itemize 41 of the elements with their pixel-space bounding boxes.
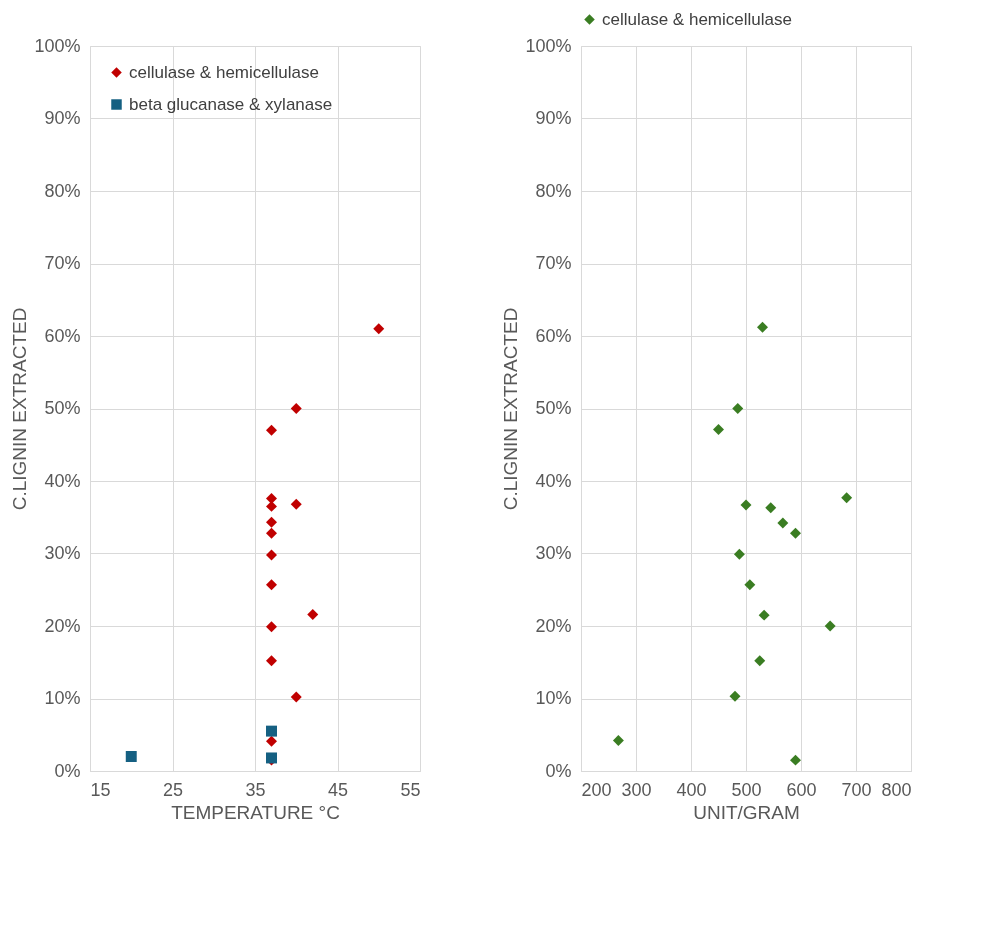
- y-tick-label: 30%: [535, 543, 572, 563]
- y-tick-label: 20%: [44, 615, 81, 636]
- x-tick-label: 400: [676, 779, 707, 800]
- x-tick-label: 200: [581, 779, 612, 800]
- y-tick-label: 0%: [545, 760, 572, 781]
- y-tick-label: 50%: [44, 398, 81, 418]
- x-tick-label: 45: [327, 779, 349, 800]
- y-tick-label: 60%: [44, 325, 81, 346]
- y-tick-label: 90%: [44, 108, 81, 128]
- y-tick-label: 100%: [525, 35, 572, 56]
- y-tick-label: 10%: [535, 688, 572, 708]
- y-tick-label: 10%: [44, 688, 81, 708]
- x-tick-label: 25: [162, 779, 184, 800]
- y-tick-label: 40%: [44, 470, 81, 491]
- y-tick-label: 90%: [535, 108, 572, 128]
- y-tick-label: 0%: [54, 760, 81, 781]
- x-tick-label: 800: [881, 779, 912, 800]
- x-axis-title: UNIT/GRAM: [693, 801, 800, 823]
- legend-label: beta glucanase & xylanase: [129, 94, 333, 114]
- y-axis-title: C.LIGNIN EXTRACTED: [500, 307, 522, 511]
- y-tick-label: 100%: [34, 35, 81, 56]
- legend-label: cellulase & hemicellulase: [129, 62, 319, 82]
- x-tick-label: 15: [90, 779, 111, 800]
- y-tick-label: 40%: [535, 470, 572, 491]
- y-axis-title: C.LIGNIN EXTRACTED: [9, 307, 31, 511]
- y-tick-label: 70%: [44, 253, 81, 273]
- y-tick-label: 50%: [535, 398, 572, 418]
- x-tick-label: 600: [786, 779, 817, 800]
- y-tick-label: 60%: [535, 325, 572, 346]
- y-tick-label: 20%: [535, 615, 572, 636]
- y-tick-label: 80%: [44, 180, 81, 201]
- x-tick-label: 55: [400, 779, 421, 800]
- x-tick-label: 500: [731, 779, 762, 800]
- x-tick-label: 700: [841, 779, 872, 800]
- legend-label: cellulase & hemicellulase: [602, 9, 792, 29]
- x-tick-label: 35: [245, 779, 266, 800]
- y-tick-label: 80%: [535, 180, 572, 201]
- y-tick-label: 30%: [44, 543, 81, 563]
- x-axis-title: TEMPERATURE °C: [171, 801, 340, 823]
- y-tick-label: 70%: [535, 253, 572, 273]
- x-tick-label: 300: [621, 779, 652, 800]
